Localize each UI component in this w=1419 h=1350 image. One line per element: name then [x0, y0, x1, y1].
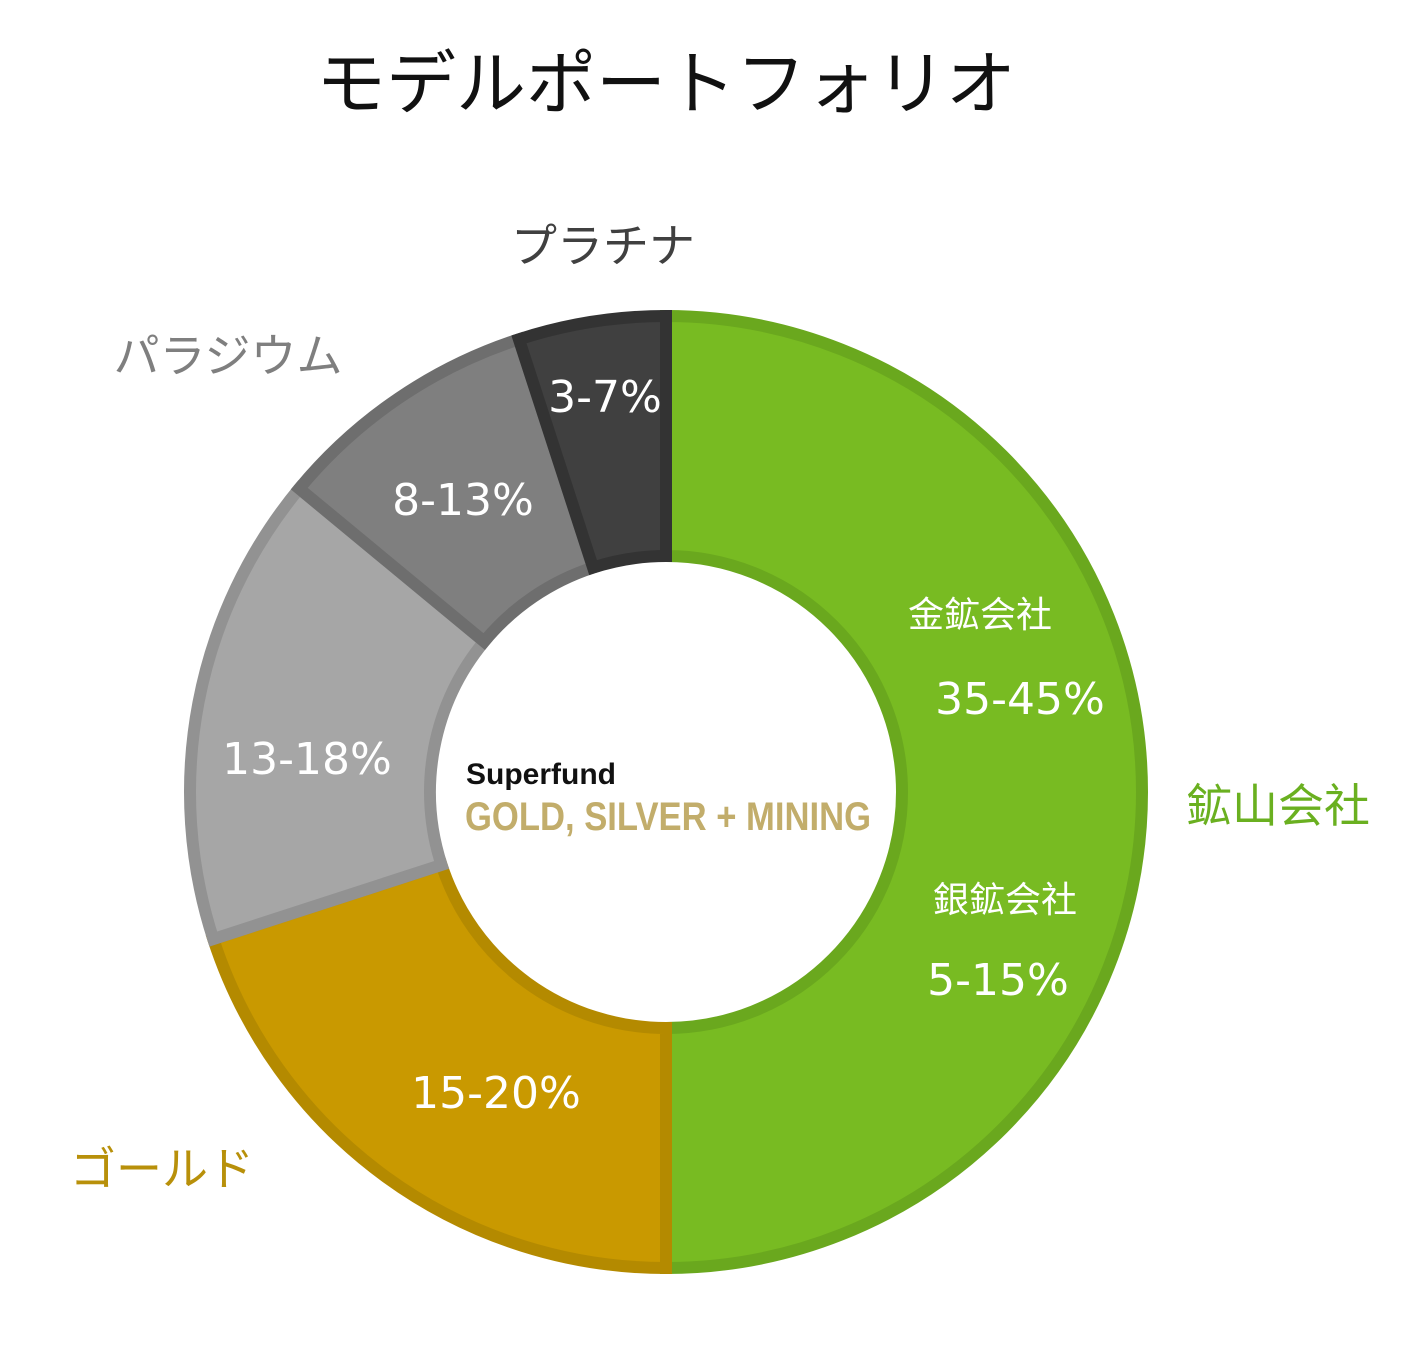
- category-label-platinum: プラチナ: [511, 219, 695, 273]
- category-label-gold: ゴールド: [70, 1142, 254, 1196]
- category-label-palladium: パラジウム: [113, 329, 342, 383]
- value-label-platinum: 3-7%: [548, 372, 662, 423]
- donut-slices: [184, 309, 1148, 1275]
- superfund-logo: Superfund GOLD, SILVER + MINING: [465, 758, 871, 839]
- value-label-silver-miners: 5-15%: [927, 955, 1069, 1006]
- slice-silver: [184, 480, 493, 947]
- logo-line2: GOLD, SILVER + MINING: [465, 795, 871, 839]
- sub-label-silver-miners: 銀鉱会社: [933, 880, 1077, 921]
- sub-label-gold-miners: 金鉱会社: [908, 595, 1052, 636]
- slice-labels: 鉱山会社 ゴールド パラジウム プラチナ 金鉱会社 35-45% 銀鉱会社 5-…: [70, 219, 1370, 1196]
- value-label-gold: 15-20%: [411, 1068, 581, 1119]
- category-label-mining: 鉱山会社: [1186, 779, 1370, 833]
- chart-title: モデルポートフォリオ: [316, 43, 1016, 125]
- logo-line1: Superfund: [466, 758, 616, 791]
- slice-platinum: [511, 309, 672, 576]
- slice-gold: [205, 857, 672, 1275]
- value-label-gold-miners: 35-45%: [935, 674, 1105, 725]
- value-label-silver: 13-18%: [222, 734, 392, 785]
- value-label-palladium: 8-13%: [392, 475, 534, 526]
- slice-mining: [660, 309, 1148, 1275]
